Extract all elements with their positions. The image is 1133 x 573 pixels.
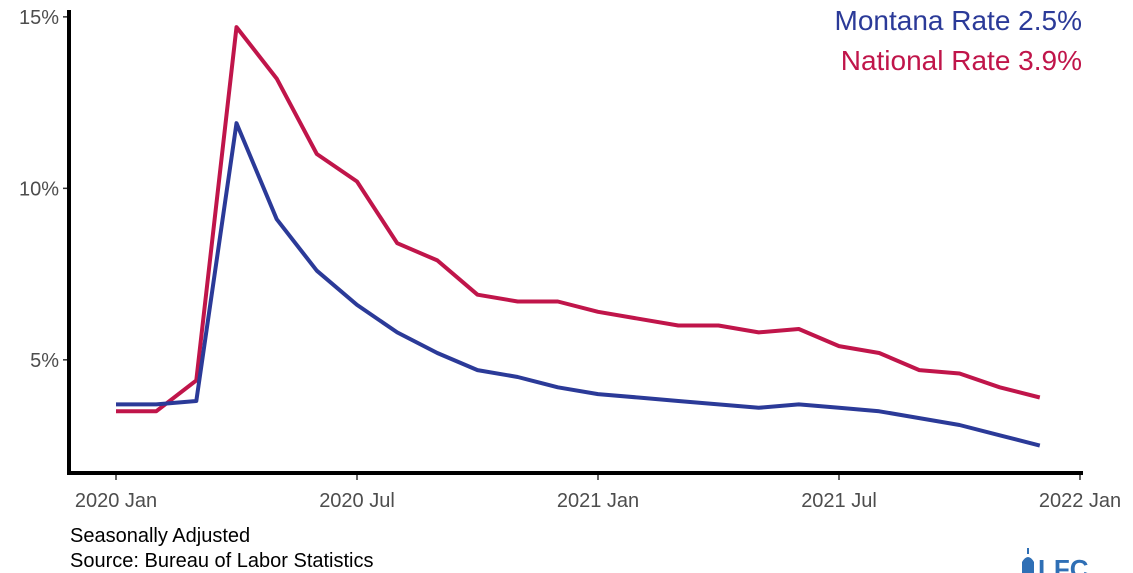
y-axis-ticks: 5% 10% 15%: [19, 7, 69, 372]
national-rate-line: [116, 25, 1041, 414]
x-tick-label: 2020 Jan: [75, 490, 157, 512]
caption-seasonally-adjusted: Seasonally Adjusted: [70, 525, 251, 547]
y-tick-label: 15%: [19, 7, 59, 29]
caption-source: Source: Bureau of Labor Statistics: [70, 550, 374, 572]
legend-montana: Montana Rate 2.5%: [835, 5, 1083, 36]
legend: Montana Rate 2.5% National Rate 3.9%: [835, 5, 1083, 76]
x-tick-label: 2021 Jul: [801, 490, 877, 512]
montana-rate-line: [116, 121, 1041, 448]
x-tick-label: 2022 Jan: [1039, 490, 1121, 512]
y-tick-label: 5%: [30, 350, 59, 372]
capitol-spire-icon: [1027, 548, 1029, 554]
x-tick-label: 2021 Jan: [557, 490, 639, 512]
capitol-dome-icon: [1022, 557, 1034, 573]
series-layer: [116, 25, 1041, 448]
legend-national: National Rate 3.9%: [841, 45, 1082, 76]
x-axis-ticks: 2020 Jan 2020 Jul 2021 Jan 2021 Jul 2022 Jan: [75, 473, 1121, 512]
lfc-logo-text: LFC: [1038, 554, 1089, 573]
lfc-logo: LFC: [1022, 548, 1089, 573]
y-tick-label: 10%: [19, 178, 59, 200]
x-tick-label: 2020 Jul: [319, 490, 395, 512]
